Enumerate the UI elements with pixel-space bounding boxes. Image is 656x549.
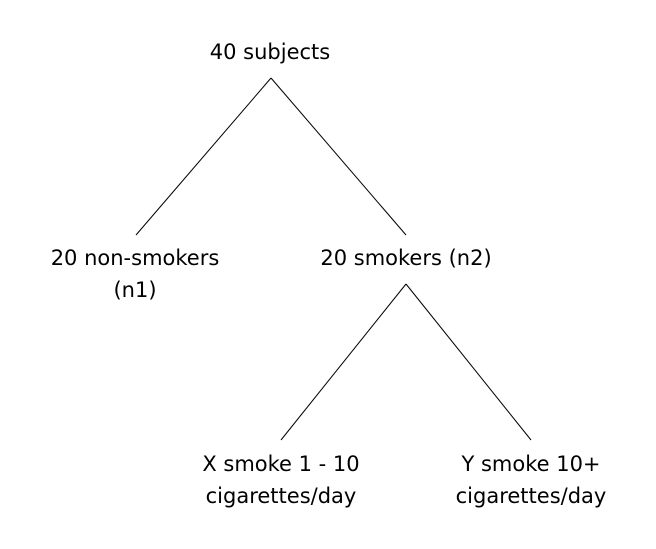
node-smokers-label: 20 smokers (n2)	[320, 246, 492, 270]
node-group-x-label-line2: cigarettes/day	[205, 484, 357, 508]
edge-root-to-smokers	[270, 77, 407, 236]
node-non-smokers-label-line2: (n1)	[113, 278, 157, 302]
node-group-y: Y smoke 10+ cigarettes/day	[426, 448, 636, 512]
node-group-y-label-line2: cigarettes/day	[455, 484, 607, 508]
node-root-label: 40 subjects	[209, 40, 331, 64]
edge-smokers-to-group-y	[405, 283, 532, 441]
node-group-x-label-line1: X smoke 1 - 10	[202, 452, 360, 476]
node-root: 40 subjects	[170, 36, 370, 68]
node-group-x: X smoke 1 - 10 cigarettes/day	[176, 448, 386, 512]
node-group-y-label-line1: Y smoke 10+	[461, 452, 601, 476]
node-smokers: 20 smokers (n2)	[300, 242, 512, 274]
edge-root-to-non-smokers	[135, 77, 272, 236]
node-non-smokers-label-line1: 20 non-smokers	[50, 246, 220, 270]
node-non-smokers: 20 non-smokers (n1)	[20, 242, 250, 306]
edge-smokers-to-group-x	[280, 283, 407, 441]
